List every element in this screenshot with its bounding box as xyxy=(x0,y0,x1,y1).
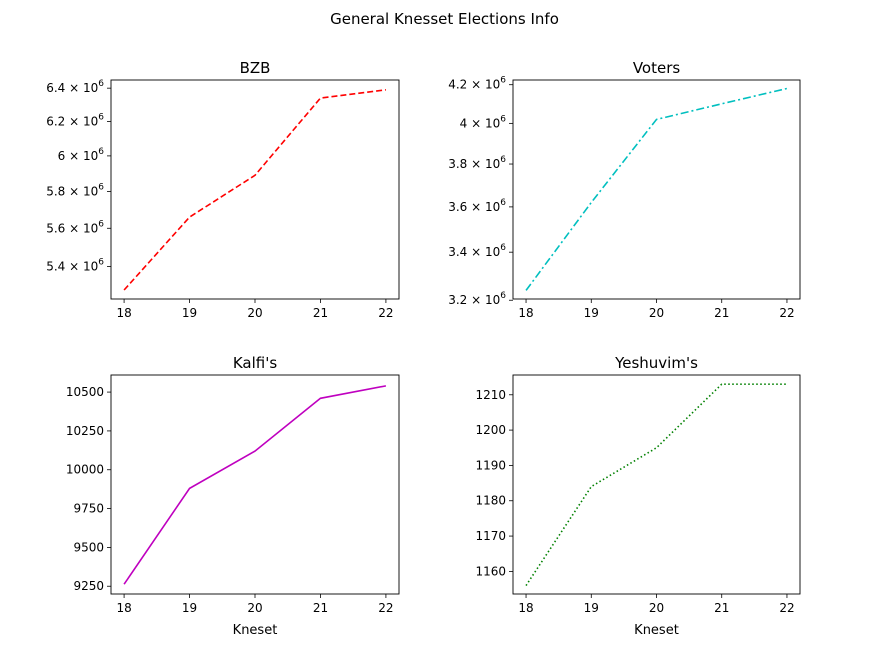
x-tick-label: 18 xyxy=(116,306,131,320)
y-tick-label: 10000 xyxy=(66,463,104,477)
x-axis-label: Kneset xyxy=(634,623,679,638)
chart-panel-4: Yeshuvim's 18 19 20 21 22 1160 1170 1180 1190 1200… xyxy=(475,354,801,638)
x-tick-label: 18 xyxy=(518,306,533,320)
y-tick-label: 1180 xyxy=(475,494,506,508)
x-tick-label: 20 xyxy=(649,601,664,615)
y-tick-label: 9250 xyxy=(73,579,104,593)
x-tick-label: 21 xyxy=(313,601,328,615)
x-tick-label: 20 xyxy=(247,306,262,320)
x-tick-label: 19 xyxy=(182,306,197,320)
y-tick-label: 6.4 × 106 xyxy=(46,79,104,95)
chart-title: Kalfi's xyxy=(233,354,278,372)
x-tick-label: 22 xyxy=(779,306,794,320)
y-tick-label: 1190 xyxy=(475,458,506,472)
x-tick-label: 19 xyxy=(584,601,599,615)
x-tick-label: 20 xyxy=(247,601,262,615)
y-tick-label: 1200 xyxy=(475,423,506,437)
x-tick-label: 22 xyxy=(779,601,794,615)
chart-title: Yeshuvim's xyxy=(614,354,698,372)
axes-frame xyxy=(110,374,400,595)
axes-frame xyxy=(512,79,801,300)
series-line-1 xyxy=(123,89,387,291)
x-tick-label: 19 xyxy=(182,601,197,615)
y-tick-label: 6.2 × 106 xyxy=(46,112,104,128)
y-tick-label: 3.2 × 106 xyxy=(448,291,506,307)
y-tick-label: 3.8 × 106 xyxy=(448,155,506,171)
y-tick-label: 1160 xyxy=(475,564,506,578)
chart-title: BZB xyxy=(240,59,271,77)
chart-panel-3: Kalfi's 18 19 20 21 22 9250 9500 9750 10000 10250 1… xyxy=(66,354,400,638)
x-tick-label: 21 xyxy=(714,306,729,320)
y-tick-label: 1210 xyxy=(475,388,506,402)
x-tick-label: 18 xyxy=(116,601,131,615)
x-tick-label: 21 xyxy=(714,601,729,615)
y-tick-label: 1170 xyxy=(475,529,506,543)
y-tick-label: 9750 xyxy=(73,502,104,516)
series-line-1 xyxy=(525,383,787,586)
x-tick-label: 18 xyxy=(518,601,533,615)
y-tick-label: 4.2 × 106 xyxy=(448,76,506,92)
y-tick-label: 5.8 × 106 xyxy=(46,182,104,198)
y-tick-label: 5.4 × 106 xyxy=(46,257,104,273)
y-tick-label: 6 × 106 xyxy=(58,147,105,163)
y-tick-label: 3.6 × 106 xyxy=(448,198,506,214)
y-tick-label: 4 × 106 xyxy=(460,114,507,130)
x-tick-label: 22 xyxy=(378,601,393,615)
series-line-1 xyxy=(525,87,788,291)
x-axis-label: Kneset xyxy=(233,623,278,638)
chart-title: Voters xyxy=(633,59,681,77)
x-tick-label: 21 xyxy=(313,306,328,320)
y-tick-label: 5.6 × 106 xyxy=(46,219,104,235)
y-tick-label: 9500 xyxy=(73,540,104,554)
y-tick-label: 10500 xyxy=(66,385,104,399)
series-line-1 xyxy=(123,385,387,585)
chart-panel-2: Voters 18 19 20 21 22 3.2 × 106 3.4 × 106 3.6 × … xyxy=(448,59,801,320)
figure-suptitle: General Knesset Elections Info xyxy=(330,10,559,28)
y-tick-label: 10250 xyxy=(66,424,104,438)
y-tick-label: 3.4 × 106 xyxy=(448,243,506,259)
x-tick-label: 22 xyxy=(378,306,393,320)
axes-frame xyxy=(512,374,801,595)
x-tick-label: 19 xyxy=(584,306,599,320)
axes-frame xyxy=(110,79,400,300)
chart-panel-1: BZB 18 19 20 21 22 5.4 × 106 5.6 × 106 5.8 × 106… xyxy=(46,59,400,320)
x-tick-label: 20 xyxy=(649,306,664,320)
